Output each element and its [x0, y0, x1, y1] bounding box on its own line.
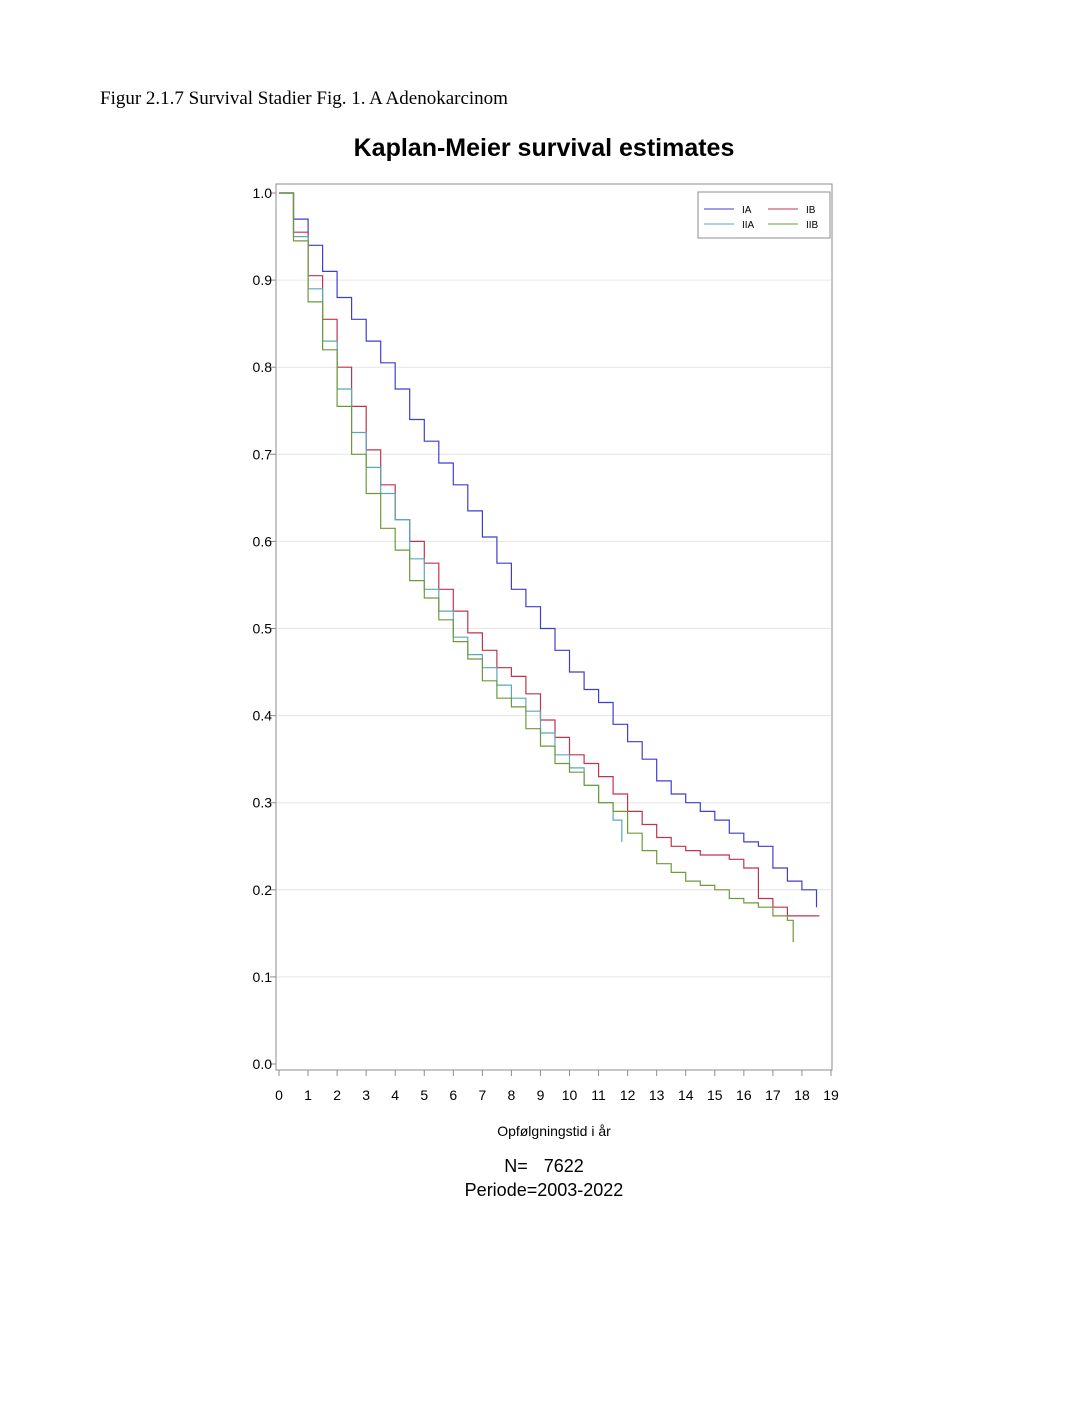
y-tick-label: 0.4: [253, 708, 273, 724]
x-tick-label: 8: [508, 1087, 516, 1103]
x-tick-label: 3: [362, 1087, 370, 1103]
gridlines: [277, 279, 831, 978]
chart-title: Kaplan-Meier survival estimates: [353, 134, 735, 162]
series-line-iia: [279, 192, 623, 842]
x-tick-label: 13: [649, 1087, 665, 1103]
x-tick-label: 6: [449, 1087, 457, 1103]
x-tick-label: 16: [736, 1087, 752, 1103]
period-note: Periode=2003-2022: [464, 1180, 624, 1200]
x-tick-label: 0: [275, 1087, 283, 1103]
y-tick-label: 0.3: [253, 795, 273, 811]
series-lines: [279, 192, 820, 943]
y-tick-label: 0.1: [253, 969, 273, 985]
figure-caption: Figur 2.1.7 Survival Stadier Fig. 1. A A…: [100, 88, 508, 109]
n-label: N=: [504, 1156, 528, 1176]
y-tick-label: 0.6: [253, 533, 273, 549]
y-tick-label: 0.7: [253, 446, 273, 462]
axis-ticks: 0.00.10.20.30.40.50.60.70.80.91.00 1 2 3 4 5 6…: [253, 185, 839, 1103]
y-tick-label: 1.0: [253, 185, 273, 201]
legend-label-ib: IB: [806, 205, 816, 216]
x-tick-label: 9: [537, 1087, 545, 1103]
legend-label-iia: IIA: [742, 220, 755, 231]
series-line-ib: [279, 192, 820, 917]
series-line-ia: [279, 192, 818, 908]
y-tick-label: 0.0: [253, 1056, 273, 1072]
x-tick-label: 1: [304, 1087, 312, 1103]
legend: IA IB IIA IIB: [697, 191, 831, 239]
plot-frame: [275, 183, 833, 1071]
x-tick-label: 11: [591, 1087, 606, 1103]
x-tick-label: 18: [794, 1087, 810, 1103]
x-tick-label: 2: [333, 1087, 341, 1103]
legend-label-iib: IIB: [806, 220, 819, 231]
legend-box: [697, 191, 831, 239]
x-tick-label: 10: [562, 1087, 578, 1103]
y-tick-label: 0.2: [253, 882, 273, 898]
y-tick-label: 0.9: [253, 272, 273, 288]
y-tick-label: 0.5: [253, 621, 273, 637]
x-tick-label: 17: [765, 1087, 781, 1103]
x-tick-label: 7: [478, 1087, 486, 1103]
x-tick-label: 5: [420, 1087, 428, 1103]
n-note: N= 7622: [0, 1156, 1088, 1177]
x-tick-label: 19: [823, 1087, 839, 1103]
legend-label-ia: IA: [742, 205, 752, 216]
x-tick-label: 14: [678, 1087, 694, 1103]
x-axis-label: Opfølgningstid i år: [497, 1123, 611, 1139]
x-tick-label: 4: [391, 1087, 399, 1103]
x-tick-label: 12: [620, 1087, 636, 1103]
y-tick-label: 0.8: [253, 359, 273, 375]
series-line-iib: [279, 192, 794, 943]
n-value: 7622: [543, 1156, 584, 1176]
x-tick-label: 15: [707, 1087, 723, 1103]
